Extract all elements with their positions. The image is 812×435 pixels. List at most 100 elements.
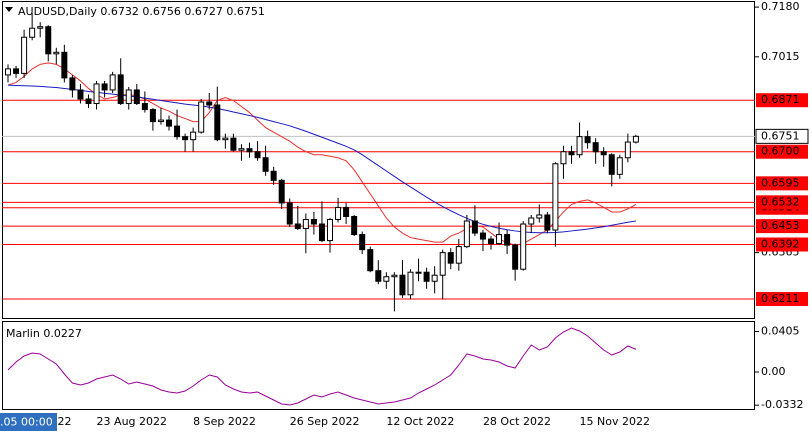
candle-body <box>471 220 478 234</box>
candle-body <box>182 136 189 141</box>
candle-body <box>560 151 567 165</box>
close-value: 0.6751 <box>226 5 265 18</box>
candle-body <box>391 274 398 278</box>
indicator-name: Marlin <box>6 327 40 340</box>
candle-body <box>528 217 535 225</box>
level-label-box <box>756 93 808 108</box>
candle-body <box>512 244 519 270</box>
candle-body <box>37 26 44 29</box>
candle-body <box>302 218 309 230</box>
candle-body <box>29 27 36 38</box>
candle-body <box>616 157 623 175</box>
candle-body <box>423 271 430 282</box>
indicator-line <box>7 62 637 246</box>
cursor-label: .05 00:00 <box>0 416 53 429</box>
candle-body <box>286 202 293 225</box>
candle-body <box>85 98 92 105</box>
candle-body <box>351 215 358 236</box>
candle-body <box>496 234 503 245</box>
candle-body <box>520 223 527 270</box>
candle-body <box>254 151 261 159</box>
x-tick-label: 15 Nov 2022 <box>580 415 650 428</box>
low-value: 0.6727 <box>184 5 223 18</box>
candle-body <box>359 234 366 251</box>
candle-body <box>125 89 132 105</box>
candle-body <box>335 206 342 220</box>
candle-body <box>383 276 390 282</box>
candle-body <box>375 270 382 282</box>
candle-body <box>238 148 245 151</box>
candle-body <box>141 103 148 111</box>
candle-body <box>439 252 446 276</box>
candle-body <box>246 148 253 153</box>
x-tick-label: 8 Sep 2022 <box>193 415 256 428</box>
candle-body <box>13 68 20 74</box>
candle-body <box>608 154 615 175</box>
level-label: 0.6211 <box>761 292 800 305</box>
candle-body <box>157 119 164 123</box>
candle-body <box>149 109 156 123</box>
level-label-box <box>756 195 808 210</box>
candle-body <box>576 136 583 156</box>
candle-body <box>310 218 317 225</box>
candle-body <box>190 131 197 141</box>
candle-body <box>544 214 551 231</box>
level-label-box <box>756 144 808 159</box>
candle-body <box>117 74 124 105</box>
last-price-label: 0.6751 <box>761 129 800 142</box>
candle-body <box>69 77 76 91</box>
candle-body <box>592 142 599 153</box>
level-label-box <box>756 237 808 252</box>
level-label: 0.6700 <box>761 145 800 158</box>
indicator-header: Marlin 0.0227 <box>6 327 82 340</box>
cursor-box <box>0 413 57 431</box>
candle-body <box>600 151 607 156</box>
candle-body <box>584 136 591 144</box>
candle-body <box>536 214 543 219</box>
candle-body <box>552 163 559 231</box>
candle-body <box>318 223 325 242</box>
candle-body <box>479 232 486 240</box>
candle-body <box>77 89 84 100</box>
candle-body <box>431 274 438 282</box>
x-tick-label: 28 Oct 2022 <box>483 415 551 428</box>
y-tick-label: 0.7180 <box>761 0 800 13</box>
candle-body <box>407 271 414 296</box>
candle-body <box>198 101 205 133</box>
candle-body <box>327 218 333 242</box>
level-label: 0.6871 <box>761 93 800 106</box>
open-value: 0.6732 <box>100 5 139 18</box>
level-label-box <box>756 219 808 234</box>
x-tick-label: 23 Aug 2022 <box>97 415 167 428</box>
candle-body <box>166 119 172 127</box>
candle-body <box>270 170 277 181</box>
menu-arrow[interactable] <box>5 7 13 12</box>
candle-body <box>278 179 285 204</box>
candle-body <box>133 89 140 105</box>
indicator-value: 0.0227 <box>43 327 82 340</box>
level-label: 0.6595 <box>761 176 800 189</box>
candle-body <box>214 104 221 141</box>
indicator-line <box>7 327 637 406</box>
candle-body <box>294 223 301 230</box>
y-tick-label: 0.0405 <box>761 325 800 338</box>
x-tick-label: 12 Oct 2022 <box>386 415 454 428</box>
indicator-panel <box>2 321 755 410</box>
y-tick-label: 0.7015 <box>761 50 800 63</box>
candle-body <box>61 51 68 79</box>
candle-body <box>109 74 116 91</box>
x-tick-label: 26 Sep 2022 <box>290 415 360 428</box>
candle-body <box>343 206 350 217</box>
candle-body <box>101 83 108 91</box>
chart-header: AUDUSD,Daily 0.6732 0.6756 0.6727 0.6751 <box>18 5 265 18</box>
level-label-box <box>756 292 808 307</box>
candle-body <box>222 137 229 141</box>
level-label: 0.6453 <box>761 219 800 232</box>
symbol: AUDUSD,Daily <box>18 5 97 18</box>
candle-body <box>488 238 494 245</box>
last-price-box <box>755 128 809 144</box>
level-label: 0.6392 <box>761 237 800 250</box>
level-label-box <box>756 176 808 191</box>
candle-body <box>93 83 100 105</box>
